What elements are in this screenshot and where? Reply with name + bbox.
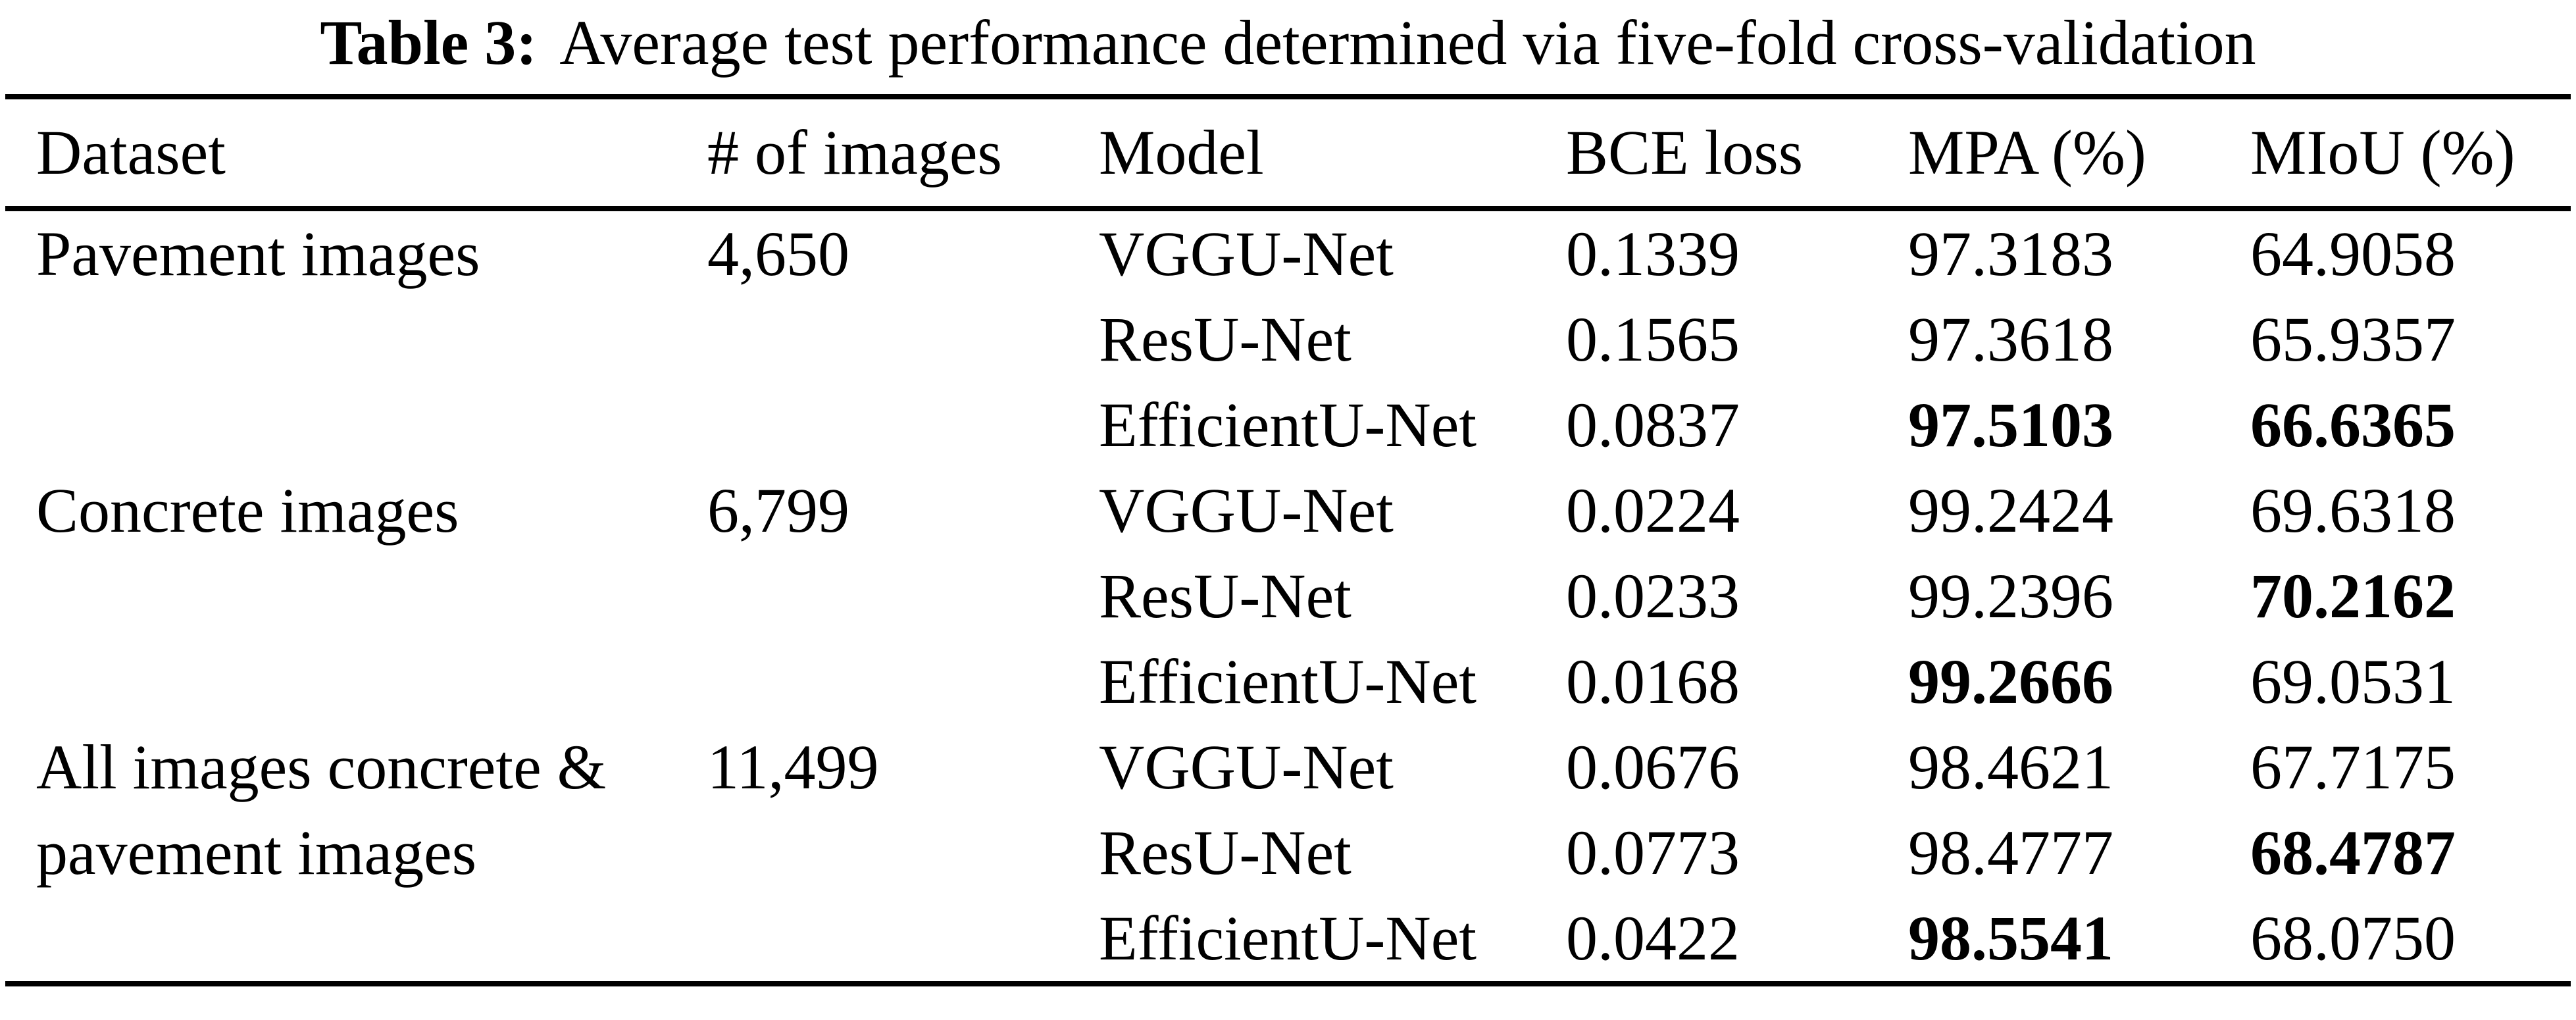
model-cell: EfficientU-Net <box>1099 903 1477 973</box>
miou-cell: 64.9058 <box>2250 218 2456 289</box>
model-cell: EfficientU-Net <box>1099 390 1477 460</box>
mpa-cell: 97.3183 <box>1908 218 2113 289</box>
column-header-dataset: Dataset <box>36 117 226 188</box>
table-header-row: Dataset # of images Model BCE loss MPA (… <box>0 99 2576 206</box>
miou-cell: 65.9357 <box>2250 304 2456 374</box>
model-cell: ResU-Net <box>1099 817 1351 888</box>
table-group: Concrete images 6,799 VGGU-Net 0.0224 99.242… <box>0 468 2576 725</box>
table-caption-text: Average test performance determined via … <box>559 7 2256 78</box>
bce-loss-cell: 0.0233 <box>1566 561 1740 631</box>
bce-loss-cell: 0.0224 <box>1566 475 1740 546</box>
mpa-cell: 97.3618 <box>1908 304 2113 374</box>
bce-loss-cell: 0.0773 <box>1566 817 1740 888</box>
model-cell: EfficientU-Net <box>1099 646 1477 717</box>
column-header-model: Model <box>1099 117 1264 188</box>
miou-cell: 68.0750 <box>2250 903 2456 973</box>
mpa-cell: 98.4621 <box>1908 732 2113 802</box>
model-cell: ResU-Net <box>1099 561 1351 631</box>
miou-cell: 70.2162 <box>2250 561 2456 631</box>
bce-loss-cell: 0.1565 <box>1566 304 1740 374</box>
table-body: Pavement images 4,650 VGGU-Net 0.1339 97.318… <box>0 211 2576 981</box>
miou-cell: 69.6318 <box>2250 475 2456 546</box>
table-caption-label: Table 3: <box>320 7 538 78</box>
num-images-cell: 4,650 <box>707 218 849 289</box>
column-header-num-images: # of images <box>707 117 1002 188</box>
dataset-cell: Pavement images <box>36 218 480 289</box>
mpa-cell: 99.2396 <box>1908 561 2113 631</box>
mpa-cell: 98.5541 <box>1908 903 2113 973</box>
mpa-cell: 98.4777 <box>1908 817 2113 888</box>
miou-cell: 66.6365 <box>2250 390 2456 460</box>
column-header-bce-loss: BCE loss <box>1566 117 1804 188</box>
model-cell: VGGU-Net <box>1099 732 1394 802</box>
bce-loss-cell: 0.1339 <box>1566 218 1740 289</box>
bce-loss-cell: 0.0837 <box>1566 390 1740 460</box>
table-group: Pavement images 4,650 VGGU-Net 0.1339 97.318… <box>0 211 2576 468</box>
num-images-cell: 11,499 <box>707 732 879 802</box>
table-group: All images concrete & pavement images 11,… <box>0 725 2576 981</box>
column-header-mpa: MPA (%) <box>1908 117 2146 188</box>
mpa-cell: 99.2666 <box>1908 646 2113 717</box>
model-cell: VGGU-Net <box>1099 475 1394 546</box>
miou-cell: 68.4787 <box>2250 817 2456 888</box>
dataset-cell: All images concrete & pavement images <box>36 732 607 888</box>
bottom-rule <box>5 981 2571 986</box>
bce-loss-cell: 0.0168 <box>1566 646 1740 717</box>
num-images-cell: 6,799 <box>707 475 849 546</box>
header-rule <box>5 206 2571 211</box>
dataset-cell: Concrete images <box>36 475 459 546</box>
miou-cell: 69.0531 <box>2250 646 2456 717</box>
model-cell: VGGU-Net <box>1099 218 1394 289</box>
table-caption: Table 3: Average test performance determ… <box>0 0 2576 94</box>
mpa-cell: 97.5103 <box>1908 390 2113 460</box>
top-rule <box>5 94 2571 99</box>
model-cell: ResU-Net <box>1099 304 1351 374</box>
miou-cell: 67.7175 <box>2250 732 2456 802</box>
mpa-cell: 99.2424 <box>1908 475 2113 546</box>
bce-loss-cell: 0.0676 <box>1566 732 1740 802</box>
bce-loss-cell: 0.0422 <box>1566 903 1740 973</box>
column-header-miou: MIoU (%) <box>2250 117 2515 188</box>
